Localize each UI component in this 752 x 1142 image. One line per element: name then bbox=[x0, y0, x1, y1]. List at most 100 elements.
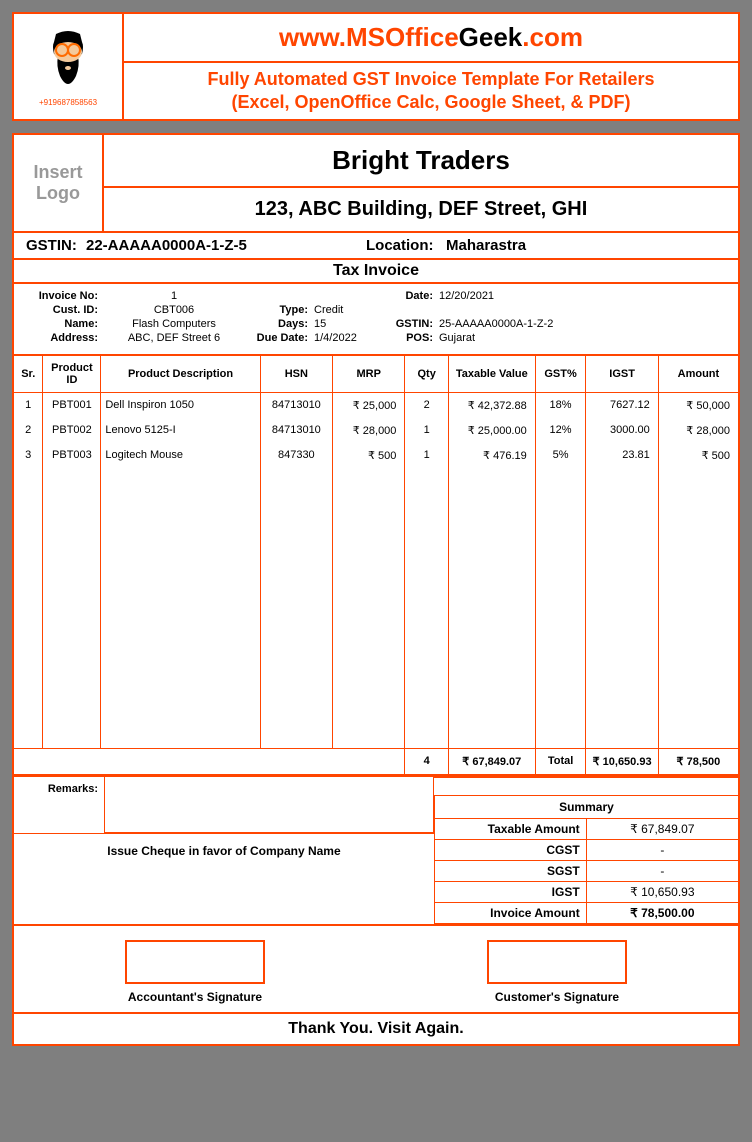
col-hsn: HSN bbox=[260, 356, 332, 393]
cell-qty: 1 bbox=[405, 443, 448, 468]
customer-sig-box bbox=[487, 940, 627, 984]
tax-invoice-title: Tax Invoice bbox=[14, 260, 738, 284]
summary-taxable-label: Taxable Amount bbox=[434, 818, 586, 839]
cell-sr: 1 bbox=[14, 393, 43, 419]
site-header: +919687858563 www.MSOfficeGeek.com Fully… bbox=[12, 12, 740, 121]
days-value: 15 bbox=[314, 318, 384, 330]
site-url: www.MSOfficeGeek.com bbox=[124, 14, 738, 63]
cell-pid: PBT002 bbox=[43, 418, 101, 443]
cell-mrp: ₹ 28,000 bbox=[333, 418, 405, 443]
subtag: (Excel, OpenOffice Calc, Google Sheet, &… bbox=[124, 92, 738, 119]
col-qty: Qty bbox=[405, 356, 448, 393]
cust-id-label: Cust. ID: bbox=[24, 304, 104, 316]
bottom-section: Remarks: Issue Cheque in favor of Compan… bbox=[14, 777, 738, 926]
cell-mrp: ₹ 500 bbox=[333, 443, 405, 468]
invoice-no-label: Invoice No: bbox=[24, 290, 104, 302]
gstin-label: GSTIN: bbox=[26, 237, 86, 254]
cell-qty: 2 bbox=[405, 393, 448, 419]
cell-taxable: ₹ 25,000.00 bbox=[448, 418, 535, 443]
table-row: 2PBT002Lenovo 5125-I84713010₹ 28,0001₹ 2… bbox=[14, 418, 738, 443]
items-table: Sr. Product ID Product Description HSN M… bbox=[14, 356, 738, 775]
cell-amount: ₹ 28,000 bbox=[658, 418, 738, 443]
cell-desc: Logitech Mouse bbox=[101, 443, 260, 468]
cell-desc: Lenovo 5125-I bbox=[101, 418, 260, 443]
location-value: Maharastra bbox=[446, 237, 726, 254]
summary-table: Summary Taxable Amount₹ 67,849.07 CGST- … bbox=[434, 777, 738, 924]
cell-igst: 23.81 bbox=[586, 443, 658, 468]
name-value: Flash Computers bbox=[104, 318, 244, 330]
summary-invoice-label: Invoice Amount bbox=[434, 902, 586, 923]
cell-hsn: 84713010 bbox=[260, 418, 332, 443]
cheque-text: Issue Cheque in favor of Company Name bbox=[14, 833, 434, 868]
accountant-sig-box bbox=[125, 940, 265, 984]
gstin-value: 22-AAAAA0000A-1-Z-5 bbox=[86, 237, 366, 254]
remarks-label: Remarks: bbox=[14, 777, 104, 833]
total-amount: ₹ 78,500 bbox=[658, 748, 738, 774]
cust-gstin: 25-AAAAA0000A-1-Z-2 bbox=[439, 318, 619, 330]
cell-igst: 7627.12 bbox=[586, 393, 658, 419]
cell-gst: 12% bbox=[535, 418, 586, 443]
col-desc: Product Description bbox=[101, 356, 260, 393]
gst-row: GSTIN: 22-AAAAA0000A-1-Z-5 Location: Mah… bbox=[14, 233, 738, 260]
cell-taxable: ₹ 42,372.88 bbox=[448, 393, 535, 419]
col-sr: Sr. bbox=[14, 356, 43, 393]
col-taxable: Taxable Value bbox=[448, 356, 535, 393]
cell-amount: ₹ 50,000 bbox=[658, 393, 738, 419]
cell-mrp: ₹ 25,000 bbox=[333, 393, 405, 419]
cell-taxable: ₹ 476.19 bbox=[448, 443, 535, 468]
table-row: 1PBT001Dell Inspiron 105084713010₹ 25,00… bbox=[14, 393, 738, 419]
invoice-meta: Invoice No: 1 Date: 12/20/2021 Cust. ID:… bbox=[14, 284, 738, 356]
cell-igst: 3000.00 bbox=[586, 418, 658, 443]
table-filler bbox=[14, 468, 738, 748]
date-label: Date: bbox=[384, 290, 439, 302]
cell-amount: ₹ 500 bbox=[658, 443, 738, 468]
summary-sgst-label: SGST bbox=[434, 860, 586, 881]
cell-pid: PBT001 bbox=[43, 393, 101, 419]
summary-igst: ₹ 10,650.93 bbox=[586, 881, 738, 902]
footer-text: Thank You. Visit Again. bbox=[14, 1014, 738, 1044]
cell-sr: 2 bbox=[14, 418, 43, 443]
location-label: Location: bbox=[366, 237, 446, 254]
cell-sr: 3 bbox=[14, 443, 43, 468]
cell-gst: 18% bbox=[535, 393, 586, 419]
cust-gstin-label: GSTIN: bbox=[384, 318, 439, 330]
due-value: 1/4/2022 bbox=[314, 332, 384, 344]
pos-label: POS: bbox=[384, 332, 439, 344]
table-row: 3PBT003Logitech Mouse847330₹ 5001₹ 476.1… bbox=[14, 443, 738, 468]
total-qty: 4 bbox=[405, 748, 448, 774]
due-label: Due Date: bbox=[244, 332, 314, 344]
address-value: ABC, DEF Street 6 bbox=[104, 332, 244, 344]
cust-id: CBT006 bbox=[104, 304, 244, 316]
phone-number: +919687858563 bbox=[39, 98, 97, 107]
col-igst: IGST bbox=[586, 356, 658, 393]
total-igst: ₹ 10,650.93 bbox=[586, 748, 658, 774]
name-label: Name: bbox=[24, 318, 104, 330]
type-label: Type: bbox=[244, 304, 314, 316]
table-header-row: Sr. Product ID Product Description HSN M… bbox=[14, 356, 738, 393]
cell-gst: 5% bbox=[535, 443, 586, 468]
header-text: www.MSOfficeGeek.com Fully Automated GST… bbox=[124, 14, 738, 119]
face-logo-icon bbox=[38, 26, 98, 96]
cell-desc: Dell Inspiron 1050 bbox=[101, 393, 260, 419]
summary-cgst: - bbox=[586, 839, 738, 860]
remarks-field[interactable] bbox=[104, 777, 434, 833]
col-mrp: MRP bbox=[333, 356, 405, 393]
summary-cgst-label: CGST bbox=[434, 839, 586, 860]
company-address: 123, ABC Building, DEF Street, GHI bbox=[104, 188, 738, 233]
company-name: Bright Traders bbox=[104, 135, 738, 188]
summary-taxable: ₹ 67,849.07 bbox=[586, 818, 738, 839]
invoice-card: Insert Logo Bright Traders 123, ABC Buil… bbox=[12, 133, 740, 1046]
summary-igst-label: IGST bbox=[434, 881, 586, 902]
cell-qty: 1 bbox=[405, 418, 448, 443]
address-label: Address: bbox=[24, 332, 104, 344]
cell-hsn: 847330 bbox=[260, 443, 332, 468]
cell-pid: PBT003 bbox=[43, 443, 101, 468]
logo-placeholder: Insert Logo bbox=[14, 135, 104, 233]
signatures: Accountant's Signature Customer's Signat… bbox=[14, 926, 738, 1014]
col-gst: GST% bbox=[535, 356, 586, 393]
col-pid: Product ID bbox=[43, 356, 101, 393]
site-logo-cell: +919687858563 bbox=[14, 14, 124, 119]
days-label: Days: bbox=[244, 318, 314, 330]
customer-sig-label: Customer's Signature bbox=[487, 990, 627, 1004]
cell-hsn: 84713010 bbox=[260, 393, 332, 419]
